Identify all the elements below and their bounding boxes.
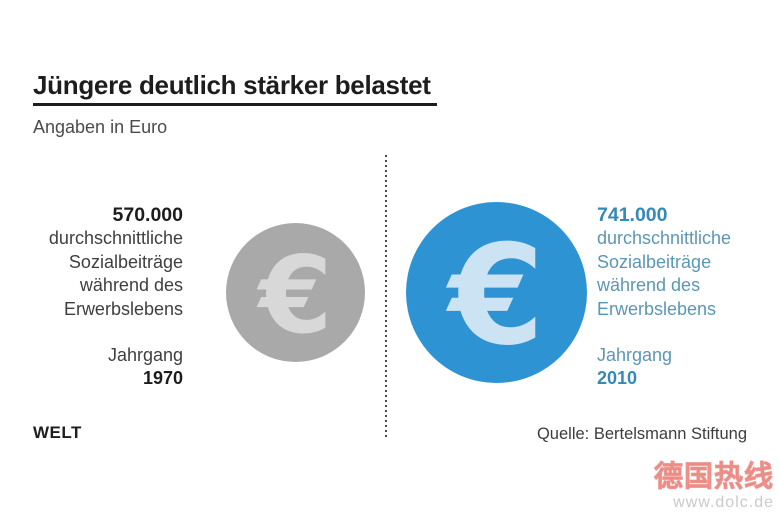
measure-line: während des: [79, 275, 183, 296]
spacer: [597, 321, 772, 344]
measure-line: Erwerbslebens: [63, 298, 183, 319]
watermark: 德国热线 www.dolc.de: [653, 461, 774, 511]
value-label-2010: 741.000: [597, 204, 668, 226]
measure-line: während des: [597, 275, 701, 296]
dotted-divider: [385, 155, 387, 437]
euro-coin-2010: €: [406, 202, 587, 383]
spacer: [18, 321, 183, 344]
cohort-label-2010: Jahrgang: [597, 345, 673, 366]
unit-subtitle: Angaben in Euro: [33, 117, 168, 137]
welt-logo: WELT: [33, 423, 82, 442]
cohort-year-2010: 2010: [597, 368, 638, 389]
measure-line: durchschnittliche: [597, 228, 732, 249]
cohort-year-1970: 1970: [142, 368, 183, 389]
euro-icon: €: [448, 214, 545, 376]
cohort-label-1970: Jahrgang: [107, 345, 183, 366]
euro-coin-1970: €: [226, 223, 365, 362]
cohort-2010-textblock: 741.000 durchschnittliche Sozialbeiträge…: [597, 204, 772, 391]
euro-icon: €: [258, 233, 333, 357]
source-credit: Quelle: Bertelsmann Stiftung: [536, 425, 747, 443]
value-label-1970: 570.000: [112, 204, 184, 226]
measure-line: Erwerbslebens: [597, 298, 717, 319]
watermark-url: www.dolc.de: [673, 493, 774, 511]
measure-line: durchschnittliche: [48, 228, 183, 249]
title-underline: [33, 103, 437, 106]
page-title: Jüngere deutlich stärker belastet: [33, 70, 431, 100]
measure-line: Sozialbeiträge: [597, 251, 712, 272]
cohort-1970-textblock: 570.000 durchschnittliche Sozialbeiträge…: [18, 204, 183, 391]
watermark-text: 德国热线: [653, 461, 774, 494]
measure-line: Sozialbeiträge: [68, 251, 183, 272]
